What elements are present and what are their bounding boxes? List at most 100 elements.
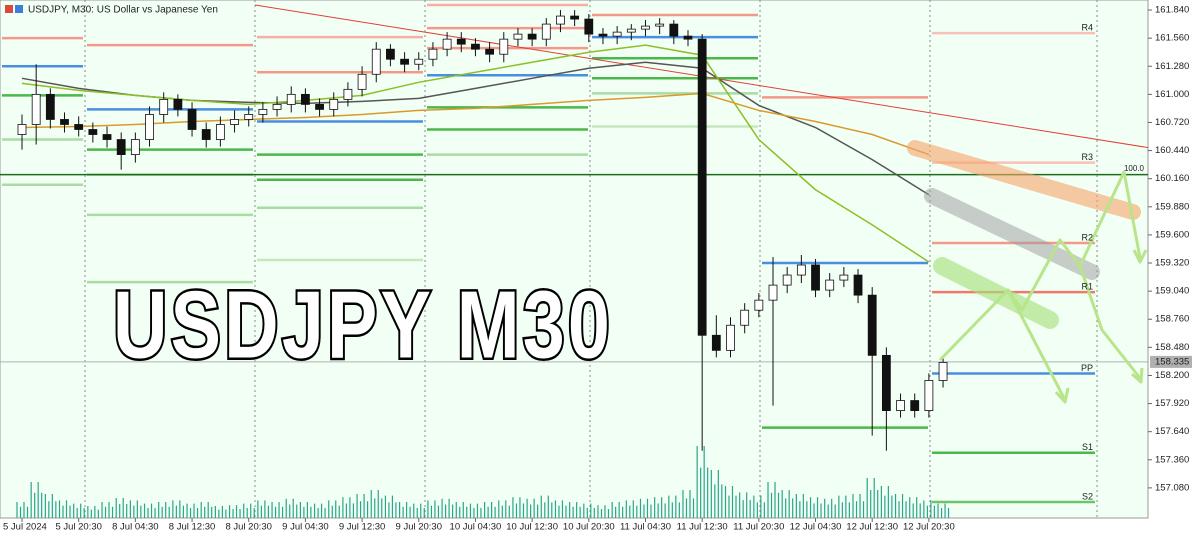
projection-band bbox=[924, 188, 1100, 280]
current-price-label: 158.335 bbox=[1155, 356, 1189, 367]
candle-body bbox=[782, 274, 792, 286]
y-tick-label: 160.720 bbox=[1155, 117, 1189, 128]
candle-body bbox=[17, 124, 27, 135]
candle-body bbox=[584, 18, 594, 35]
fib-label: 100.0 bbox=[1124, 164, 1145, 173]
y-tick-label: 157.360 bbox=[1155, 454, 1189, 465]
arrow-head bbox=[1132, 249, 1148, 264]
candle-body bbox=[811, 264, 820, 291]
moving-average bbox=[21, 44, 930, 263]
candle-body bbox=[201, 129, 211, 140]
y-tick-label: 161.840 bbox=[1155, 5, 1189, 16]
x-tick-label: 9 Jul 20:30 bbox=[396, 522, 442, 533]
icon bbox=[5, 5, 13, 13]
candle-body bbox=[286, 93, 296, 105]
y-tick-label: 159.040 bbox=[1155, 286, 1189, 297]
candle-body bbox=[570, 15, 580, 20]
x-tick-label: 10 Jul 12:30 bbox=[506, 522, 558, 533]
x-tick-label: 9 Jul 04:30 bbox=[282, 522, 328, 533]
candle-body bbox=[230, 119, 239, 125]
candle-body bbox=[655, 23, 665, 27]
candle-body bbox=[428, 48, 438, 60]
candle-body bbox=[896, 400, 905, 411]
candle-body bbox=[513, 33, 523, 40]
y-tick-label: 157.080 bbox=[1155, 482, 1189, 493]
candle-body bbox=[556, 15, 565, 25]
x-tick-label: 12 Jul 12:30 bbox=[846, 522, 898, 533]
candle-body bbox=[768, 284, 778, 301]
pivot-label: R2 bbox=[1081, 232, 1093, 242]
x-tick-label: 12 Jul 04:30 bbox=[790, 522, 842, 533]
candle-body bbox=[258, 109, 268, 115]
pivot-label: PP bbox=[1081, 363, 1093, 373]
pivot-label: R1 bbox=[1081, 282, 1093, 292]
x-tick-label: 11 Jul 12:30 bbox=[677, 522, 728, 533]
candle-body bbox=[74, 124, 84, 130]
candle-body bbox=[626, 28, 636, 33]
candle-body bbox=[641, 25, 650, 30]
candle-body bbox=[116, 139, 126, 155]
projection-arrows bbox=[938, 170, 1148, 404]
x-tick-label: 11 Jul 20:30 bbox=[733, 522, 784, 533]
icon bbox=[15, 5, 23, 13]
x-tick-label: 10 Jul 04:30 bbox=[450, 522, 502, 533]
candle-body bbox=[853, 274, 863, 296]
x-tick-label: 5 Jul 2024 bbox=[3, 522, 47, 533]
x-tick-label: 11 Jul 04:30 bbox=[620, 522, 671, 533]
candle-body bbox=[343, 88, 353, 100]
candle-body bbox=[796, 264, 806, 276]
candle-body bbox=[683, 35, 693, 40]
candle-body bbox=[442, 38, 452, 50]
pivot-label: R3 bbox=[1081, 152, 1093, 162]
plot-area bbox=[0, 0, 1149, 519]
candle-body bbox=[740, 309, 750, 326]
candle-body bbox=[938, 361, 948, 381]
y-tick-label: 161.560 bbox=[1155, 33, 1189, 44]
candle-body bbox=[88, 129, 98, 135]
candle-body bbox=[711, 334, 721, 351]
candle-body bbox=[414, 58, 424, 65]
candle-body bbox=[910, 400, 920, 411]
candle-body bbox=[541, 23, 551, 40]
candle-body bbox=[300, 93, 310, 105]
candle-body bbox=[825, 279, 835, 291]
candle-body bbox=[130, 139, 140, 155]
candle-body bbox=[45, 93, 55, 120]
x-tick-label: 5 Jul 20:30 bbox=[55, 522, 101, 533]
y-tick-label: 161.000 bbox=[1155, 89, 1189, 100]
candle-body bbox=[669, 23, 679, 37]
pivot-label: S1 bbox=[1082, 442, 1093, 452]
y-tick-label: 159.880 bbox=[1155, 201, 1189, 212]
candle-body bbox=[598, 33, 608, 37]
arrow-head bbox=[1131, 367, 1144, 384]
y-tick-label: 159.320 bbox=[1155, 258, 1189, 269]
x-tick-label: 8 Jul 20:30 bbox=[225, 522, 271, 533]
current-price-box bbox=[1150, 355, 1192, 368]
x-tick-label: 8 Jul 12:30 bbox=[169, 522, 215, 533]
projection-band bbox=[907, 140, 1141, 220]
y-tick-label: 157.920 bbox=[1155, 398, 1189, 409]
candle-body bbox=[499, 38, 509, 55]
candle-body bbox=[272, 104, 282, 110]
candle-body bbox=[867, 294, 877, 356]
overlay-title: USDJPY M30 bbox=[113, 271, 613, 378]
chart-title: USDJPY, M30: US Dollar vs Japanese Yen bbox=[28, 5, 218, 16]
candle-body bbox=[612, 31, 622, 37]
x-tick-label: 9 Jul 12:30 bbox=[339, 522, 385, 533]
y-tick-label: 158.480 bbox=[1155, 342, 1189, 353]
y-tick-label: 160.160 bbox=[1155, 173, 1189, 184]
candle-body bbox=[315, 104, 324, 110]
y-tick-label: 158.200 bbox=[1155, 370, 1189, 381]
candle-body bbox=[485, 48, 495, 55]
candle-body bbox=[371, 48, 381, 75]
candle-body bbox=[754, 299, 764, 311]
pivot-label: R4 bbox=[1081, 23, 1093, 33]
candle-body bbox=[60, 119, 69, 125]
arrow-head bbox=[1054, 387, 1070, 404]
candle-body bbox=[400, 58, 409, 65]
candle-body bbox=[924, 380, 934, 411]
x-tick-label: 12 Jul 20:30 bbox=[903, 522, 955, 533]
y-tick-label: 157.640 bbox=[1155, 426, 1189, 437]
y-tick-label: 160.440 bbox=[1155, 145, 1189, 156]
